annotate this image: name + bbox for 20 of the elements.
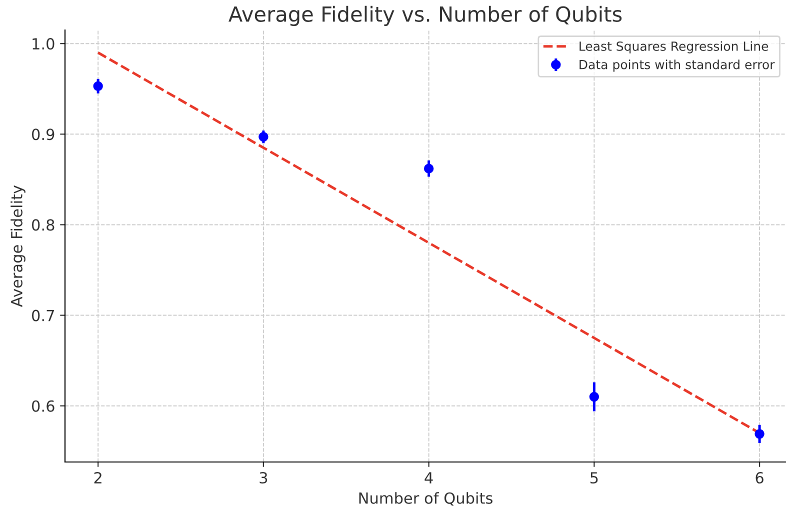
point	[754, 429, 764, 439]
y-tick-label: 0.6	[32, 400, 54, 412]
chart-title: Average Fidelity vs. Number of Qubits	[228, 6, 622, 26]
y-tick-label: 0.8	[32, 219, 54, 231]
x-tick-label: 3	[260, 472, 268, 484]
point	[589, 392, 600, 402]
x-tick-label: 5	[590, 472, 598, 484]
y-tick-label: 1.0	[32, 38, 54, 50]
x-axis-title: Number of Qubits	[359, 492, 492, 506]
point	[258, 132, 268, 142]
x-tick-label: 6	[756, 472, 764, 484]
x-tick-label: 2	[94, 472, 102, 484]
point	[93, 81, 103, 92]
y-tick-label: 0.7	[32, 310, 54, 322]
point	[424, 164, 434, 174]
legend-label: Least Squares Regression Line	[580, 41, 768, 54]
x-tick-label: 4	[424, 472, 433, 484]
legend-label: Data points with standard error	[580, 60, 775, 72]
y-axis-title: Average Fidelity	[10, 185, 26, 307]
y-tick-label: 0.9	[32, 128, 54, 140]
